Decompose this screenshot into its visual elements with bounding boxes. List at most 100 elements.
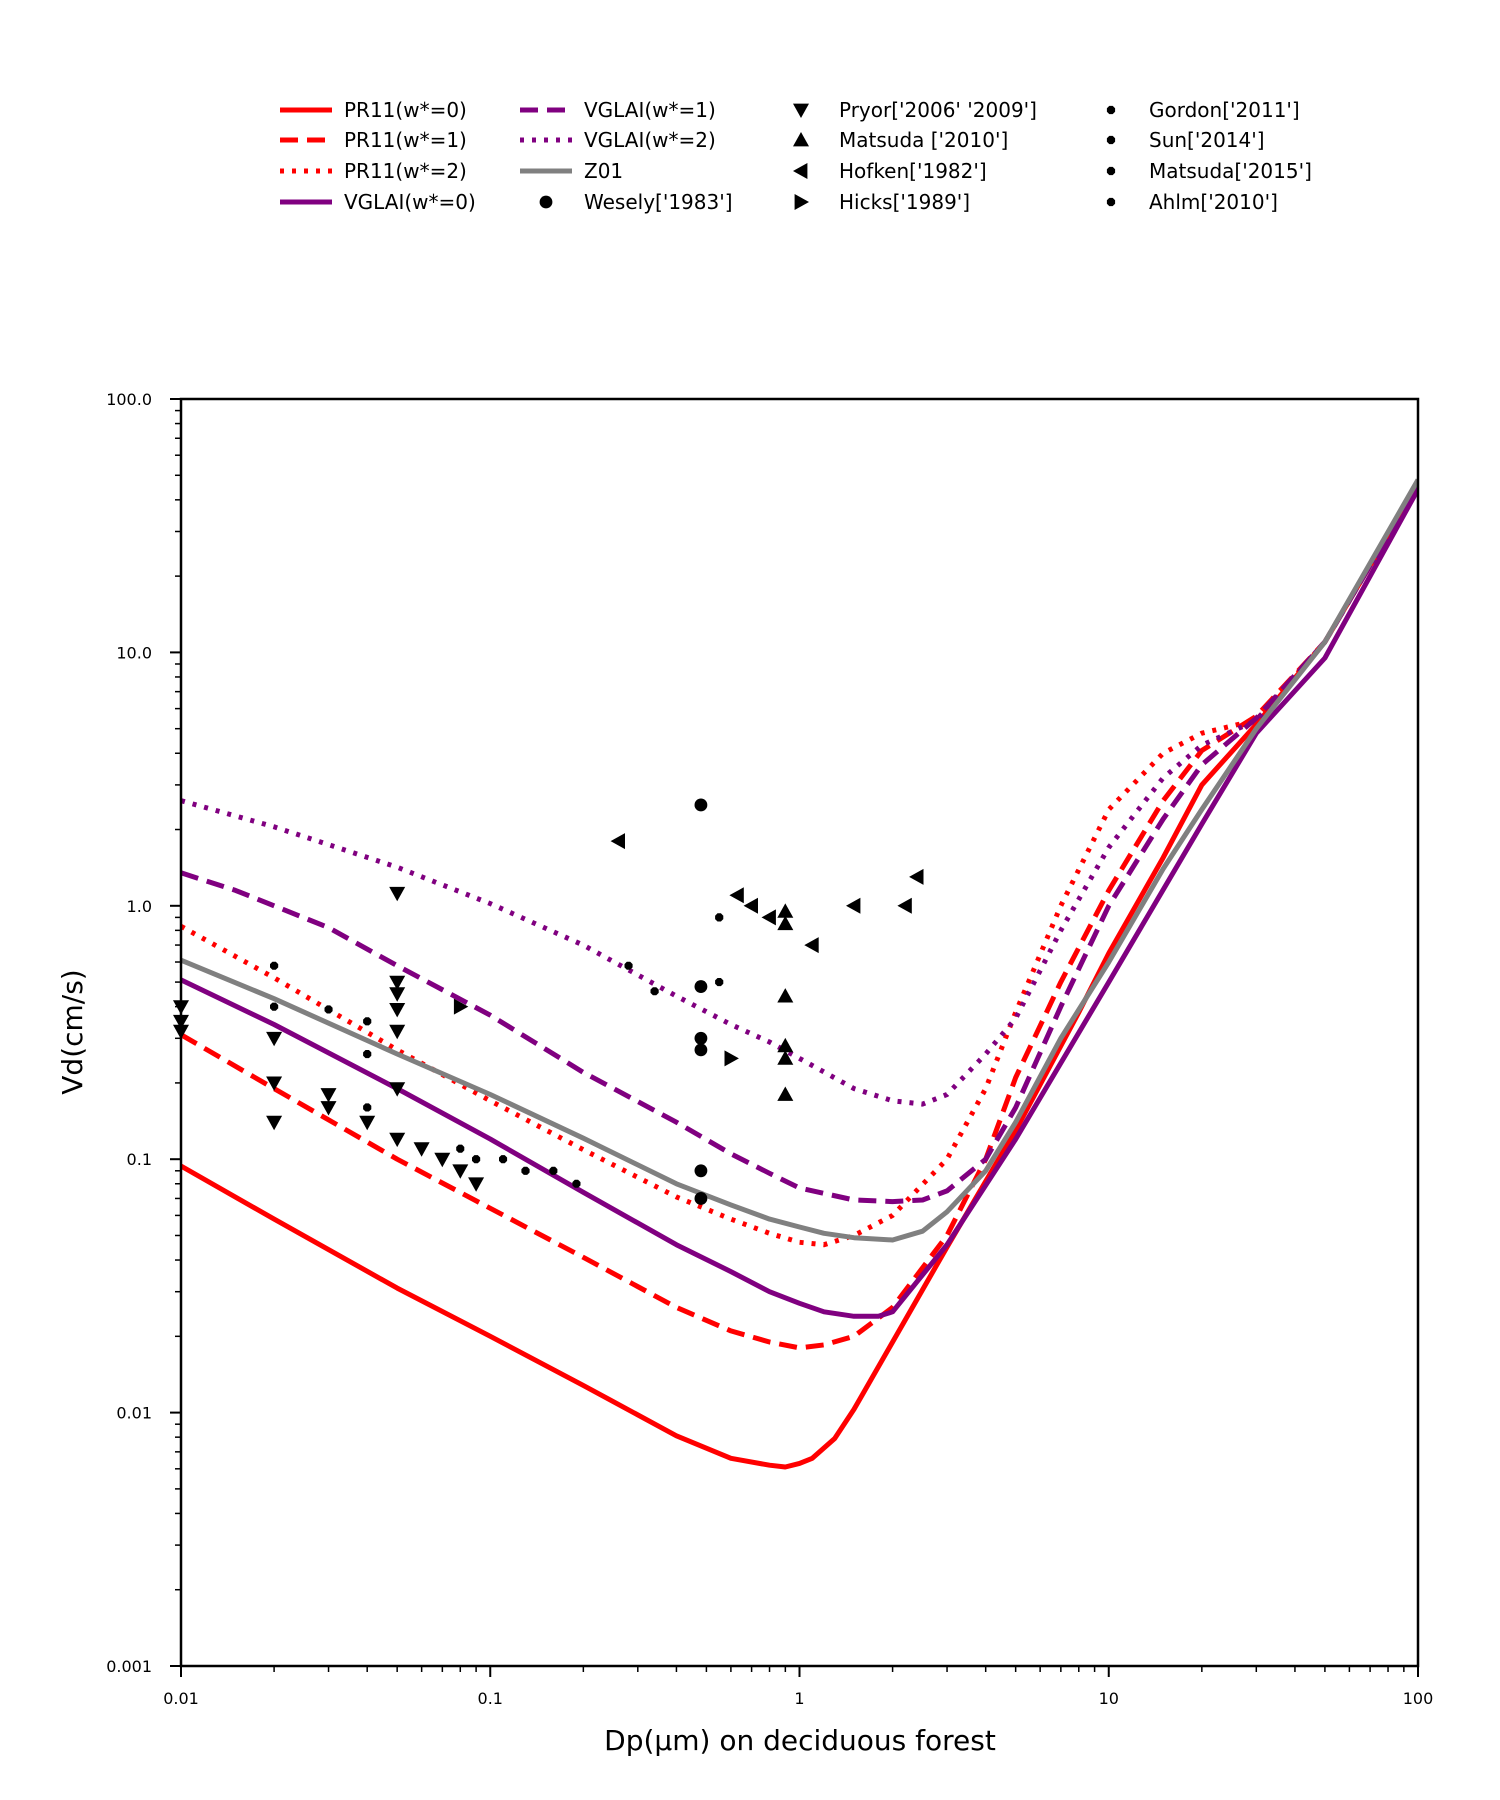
data-point-5-1 (453, 998, 469, 1015)
legend-marker-swatch (793, 132, 809, 147)
data-point-6-11 (549, 1166, 558, 1175)
data-point-2-9 (359, 1115, 376, 1131)
legend-item-6: VGLAI(w*=2) (520, 128, 716, 152)
y-tick-label: 0.1 (127, 1150, 152, 1169)
legend-marker-swatch (794, 194, 809, 210)
data-point-7-1 (624, 961, 633, 970)
data-point-1-3 (694, 1031, 708, 1045)
legend-item-14: Sun['2014'] (1106, 128, 1265, 152)
legend-marker-swatch (793, 103, 809, 118)
data-point-2-6 (266, 1115, 283, 1131)
data-point-2-11 (389, 975, 406, 991)
y-axis-label: Vd(cm/s) (56, 969, 89, 1094)
data-point-1-1 (694, 798, 708, 812)
legend-label: Matsuda ['2010'] (839, 128, 1008, 152)
data-point-6-7 (456, 1144, 465, 1153)
data-point-4-7 (897, 897, 912, 914)
data-point-2-20 (468, 1177, 485, 1192)
series-line-3 (181, 483, 1418, 1248)
legend-label: Hofken['1982'] (839, 159, 987, 183)
data-point-6-2 (270, 1002, 279, 1011)
series-line-1 (181, 483, 1418, 1470)
data-point-4-2 (729, 887, 744, 904)
legend-marker-swatch (1106, 135, 1116, 145)
data-point-8-2 (715, 978, 724, 987)
data-point-1-4 (694, 1043, 708, 1057)
series-line-2 (181, 483, 1418, 1351)
data-point-4-1 (610, 833, 625, 850)
data-point-1-6 (694, 1192, 708, 1205)
legend-item-9: Pryor['2006' '2009'] (793, 98, 1037, 122)
legend-item-3: PR11(w*=2) (280, 159, 467, 183)
data-point-3-1 (777, 903, 794, 918)
data-point-6-10 (521, 1166, 530, 1175)
legend-label: PR11(w*=0) (344, 98, 467, 122)
legend-marker-swatch (539, 195, 553, 209)
legend-label: Z01 (584, 159, 623, 183)
x-tick-label: 0.01 (163, 1689, 199, 1708)
y-tick-label: 0.001 (106, 1657, 152, 1676)
legend-item-16: Ahlm['2010'] (1106, 190, 1278, 214)
data-point-2-7 (320, 1088, 337, 1103)
data-point-2-10 (389, 886, 406, 902)
y-tick-label: 10.0 (116, 643, 152, 662)
legend-label: Wesely['1983'] (584, 190, 733, 214)
legend-label: Sun['2014'] (1149, 128, 1265, 152)
data-point-4-4 (761, 909, 776, 926)
legend-label: Matsuda['2015'] (1149, 159, 1312, 183)
x-tick-label: 100 (1403, 1689, 1434, 1708)
legend-item-1: PR11(w*=0) (280, 98, 467, 122)
legend-item-11: Hofken['1982'] (793, 159, 987, 183)
data-point-1-2 (694, 980, 708, 993)
data-point-2-18 (434, 1152, 451, 1168)
series-line-7 (181, 478, 1418, 1243)
legend-label: VGLAI(w*=2) (584, 128, 716, 152)
data-point-4-8 (909, 868, 924, 885)
legend-item-8: Wesely['1983'] (539, 190, 733, 214)
legend-marker-swatch (1106, 105, 1116, 115)
legend-label: Pryor['2006' '2009'] (839, 98, 1037, 122)
legend-item-4: VGLAI(w*=0) (280, 190, 476, 214)
legend-item-13: Gordon['2011'] (1106, 98, 1300, 122)
legend-label: PR11(w*=1) (344, 128, 467, 152)
legend-label: VGLAI(w*=1) (584, 98, 716, 122)
data-point-1-5 (694, 1164, 708, 1178)
y-tick-label: 100.0 (106, 390, 152, 409)
data-point-4-5 (804, 937, 819, 954)
x-axis-label: Dp(μm) on deciduous forest (604, 1724, 996, 1757)
data-point-2-15 (389, 1082, 406, 1097)
data-point-7-2 (650, 987, 659, 996)
data-point-6-12 (572, 1179, 581, 1188)
data-point-3-2 (777, 915, 794, 931)
legend-item-10: Matsuda ['2010'] (793, 128, 1008, 152)
data-point-8-1 (715, 913, 724, 922)
legend-label: Gordon['2011'] (1149, 98, 1300, 122)
legend-item-7: Z01 (520, 159, 623, 183)
legend-marker-swatch (1106, 197, 1116, 207)
data-point-2-12 (389, 987, 406, 1002)
legend-label: VGLAI(w*=0) (344, 190, 476, 214)
data-point-4-3 (743, 897, 758, 914)
legend-item-12: Hicks['1989'] (794, 190, 970, 214)
data-point-2-17 (413, 1142, 430, 1157)
data-point-6-3 (324, 1005, 333, 1014)
x-tick-label: 10 (1099, 1689, 1119, 1708)
data-point-6-5 (363, 1050, 372, 1059)
data-point-3-3 (777, 988, 794, 1003)
x-tick-label: 1 (794, 1689, 804, 1708)
data-point-3-4 (777, 1037, 794, 1053)
data-point-6-8 (472, 1155, 481, 1164)
legend-label: Ahlm['2010'] (1149, 190, 1278, 214)
data-point-6-4 (363, 1017, 372, 1026)
data-point-2-13 (389, 1003, 406, 1018)
series-line-6 (181, 483, 1418, 1107)
data-point-2-16 (389, 1132, 406, 1148)
legend-label: PR11(w*=2) (344, 159, 467, 183)
legend-marker-swatch (793, 163, 808, 179)
data-point-6-9 (499, 1155, 508, 1164)
plot-series (181, 478, 1418, 1470)
legend: PR11(w*=0) PR11(w*=1) PR11(w*=2) VGLAI(w*=0… (280, 98, 1312, 214)
data-point-6-6 (363, 1103, 372, 1112)
x-tick-label: 0.1 (478, 1689, 503, 1708)
